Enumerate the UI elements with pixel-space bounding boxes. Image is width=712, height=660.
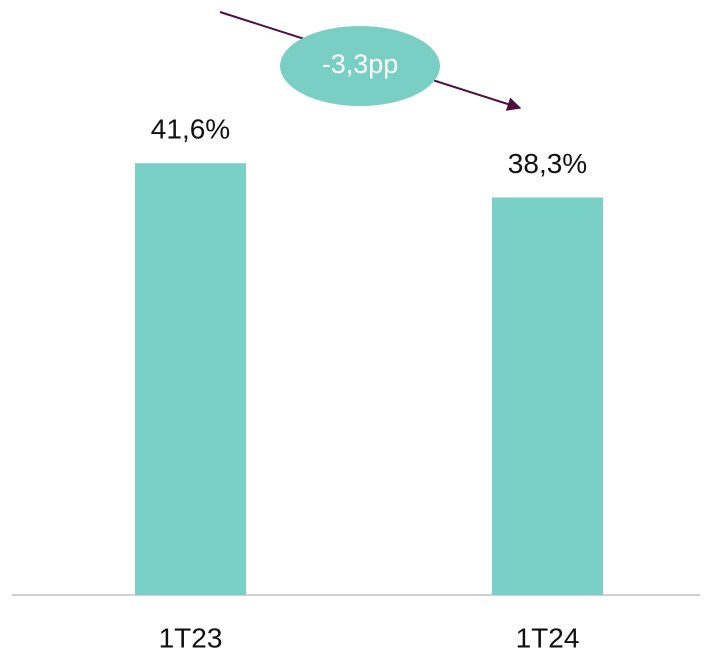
bar — [135, 163, 246, 595]
value-label: 38,3% — [508, 148, 587, 179]
x-tick-label: 1T23 — [159, 622, 223, 653]
bar — [492, 197, 603, 596]
annotation: -3,3pp — [322, 49, 399, 79]
value-label: 41,6% — [151, 114, 230, 145]
annotation-bubble — [280, 26, 440, 106]
x-tick-label: 1T24 — [516, 622, 580, 653]
